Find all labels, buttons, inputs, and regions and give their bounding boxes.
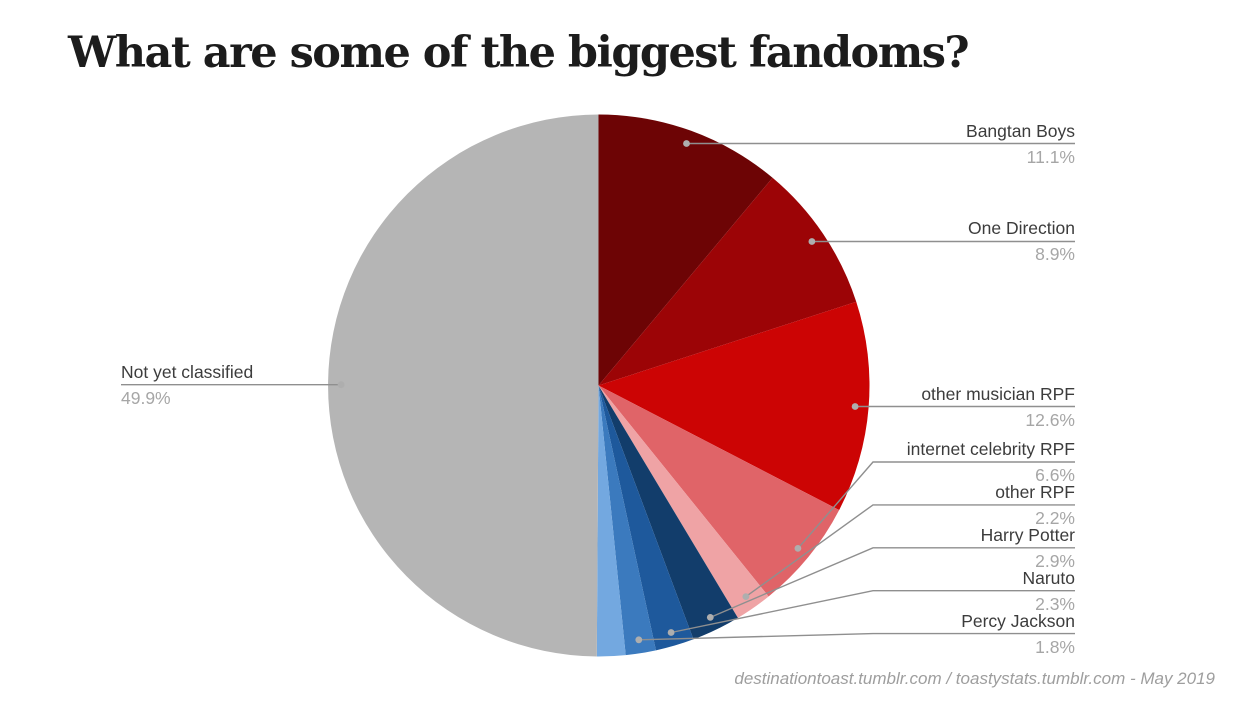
leader-dot xyxy=(851,403,859,410)
slice-label-percy-jackson: Percy Jackson xyxy=(961,610,1075,631)
slice-percent-internet-celebrity-rpf: 6.6% xyxy=(1035,465,1075,485)
leader-line xyxy=(745,504,1075,598)
slice-percent-percy-jackson: 1.8% xyxy=(1035,636,1075,657)
pie-slice-harry-potter xyxy=(598,385,738,640)
slice-percent-bangtan-boys: 11.1% xyxy=(1026,146,1075,167)
pie-slice-one-direction xyxy=(598,177,857,386)
slice-percent-other-musician-rpf: 12.6% xyxy=(1025,409,1075,430)
slice-label-one-direction: One Direction xyxy=(968,218,1075,239)
chart-title: What are some of the biggest fandoms? xyxy=(68,28,970,78)
leader-dot xyxy=(635,636,643,644)
slice-label-other-musician-rpf: other musician RPF xyxy=(921,383,1075,404)
leader-dot xyxy=(794,545,802,552)
footer-credit: destinationtoast.tumblr.com / toastystat… xyxy=(734,669,1215,688)
leader-dot xyxy=(742,593,750,600)
slice-percent-naruto: 2.3% xyxy=(1035,593,1075,614)
leader-dot xyxy=(808,238,816,245)
slice-percent-not-yet-classified: 49.9% xyxy=(121,387,171,408)
pie-slice-naruto xyxy=(598,385,694,651)
leader-line xyxy=(710,547,1075,619)
slice-percent-other-rpf: 2.2% xyxy=(1035,507,1075,528)
leader-dot xyxy=(683,140,690,147)
slice-label-harry-potter: Harry Potter xyxy=(980,524,1075,545)
slice-label-not-yet-classified: Not yet classified xyxy=(121,361,254,382)
leader-dot xyxy=(706,614,714,621)
slice-label-naruto: Naruto xyxy=(1022,567,1075,588)
leader-line xyxy=(638,632,1075,641)
slice-label-internet-celebrity-rpf: internet celebrity RPF xyxy=(906,439,1075,459)
pie-slice-percy-jackson xyxy=(598,385,656,656)
leader-dot xyxy=(667,629,675,636)
leader-line xyxy=(670,590,1075,634)
slice-label-bangtan-boys: Bangtan Boys xyxy=(966,120,1075,141)
slice-percent-harry-potter: 2.9% xyxy=(1035,550,1075,571)
pie-slice-internet-celebrity-rpf xyxy=(598,385,840,597)
pie-slice-bangtan-boys xyxy=(598,114,773,386)
pie-slice-other-rpf xyxy=(598,385,769,618)
pie-slice-other-musician-rpf xyxy=(598,301,870,511)
leader-dot xyxy=(337,381,345,389)
pie-slice-unlabeled xyxy=(596,385,626,657)
slice-percent-one-direction: 8.9% xyxy=(1035,244,1075,265)
pie-slice-not-yet-classified xyxy=(328,114,599,657)
slice-label-other-rpf: other RPF xyxy=(995,481,1075,502)
leader-line xyxy=(797,461,1075,549)
